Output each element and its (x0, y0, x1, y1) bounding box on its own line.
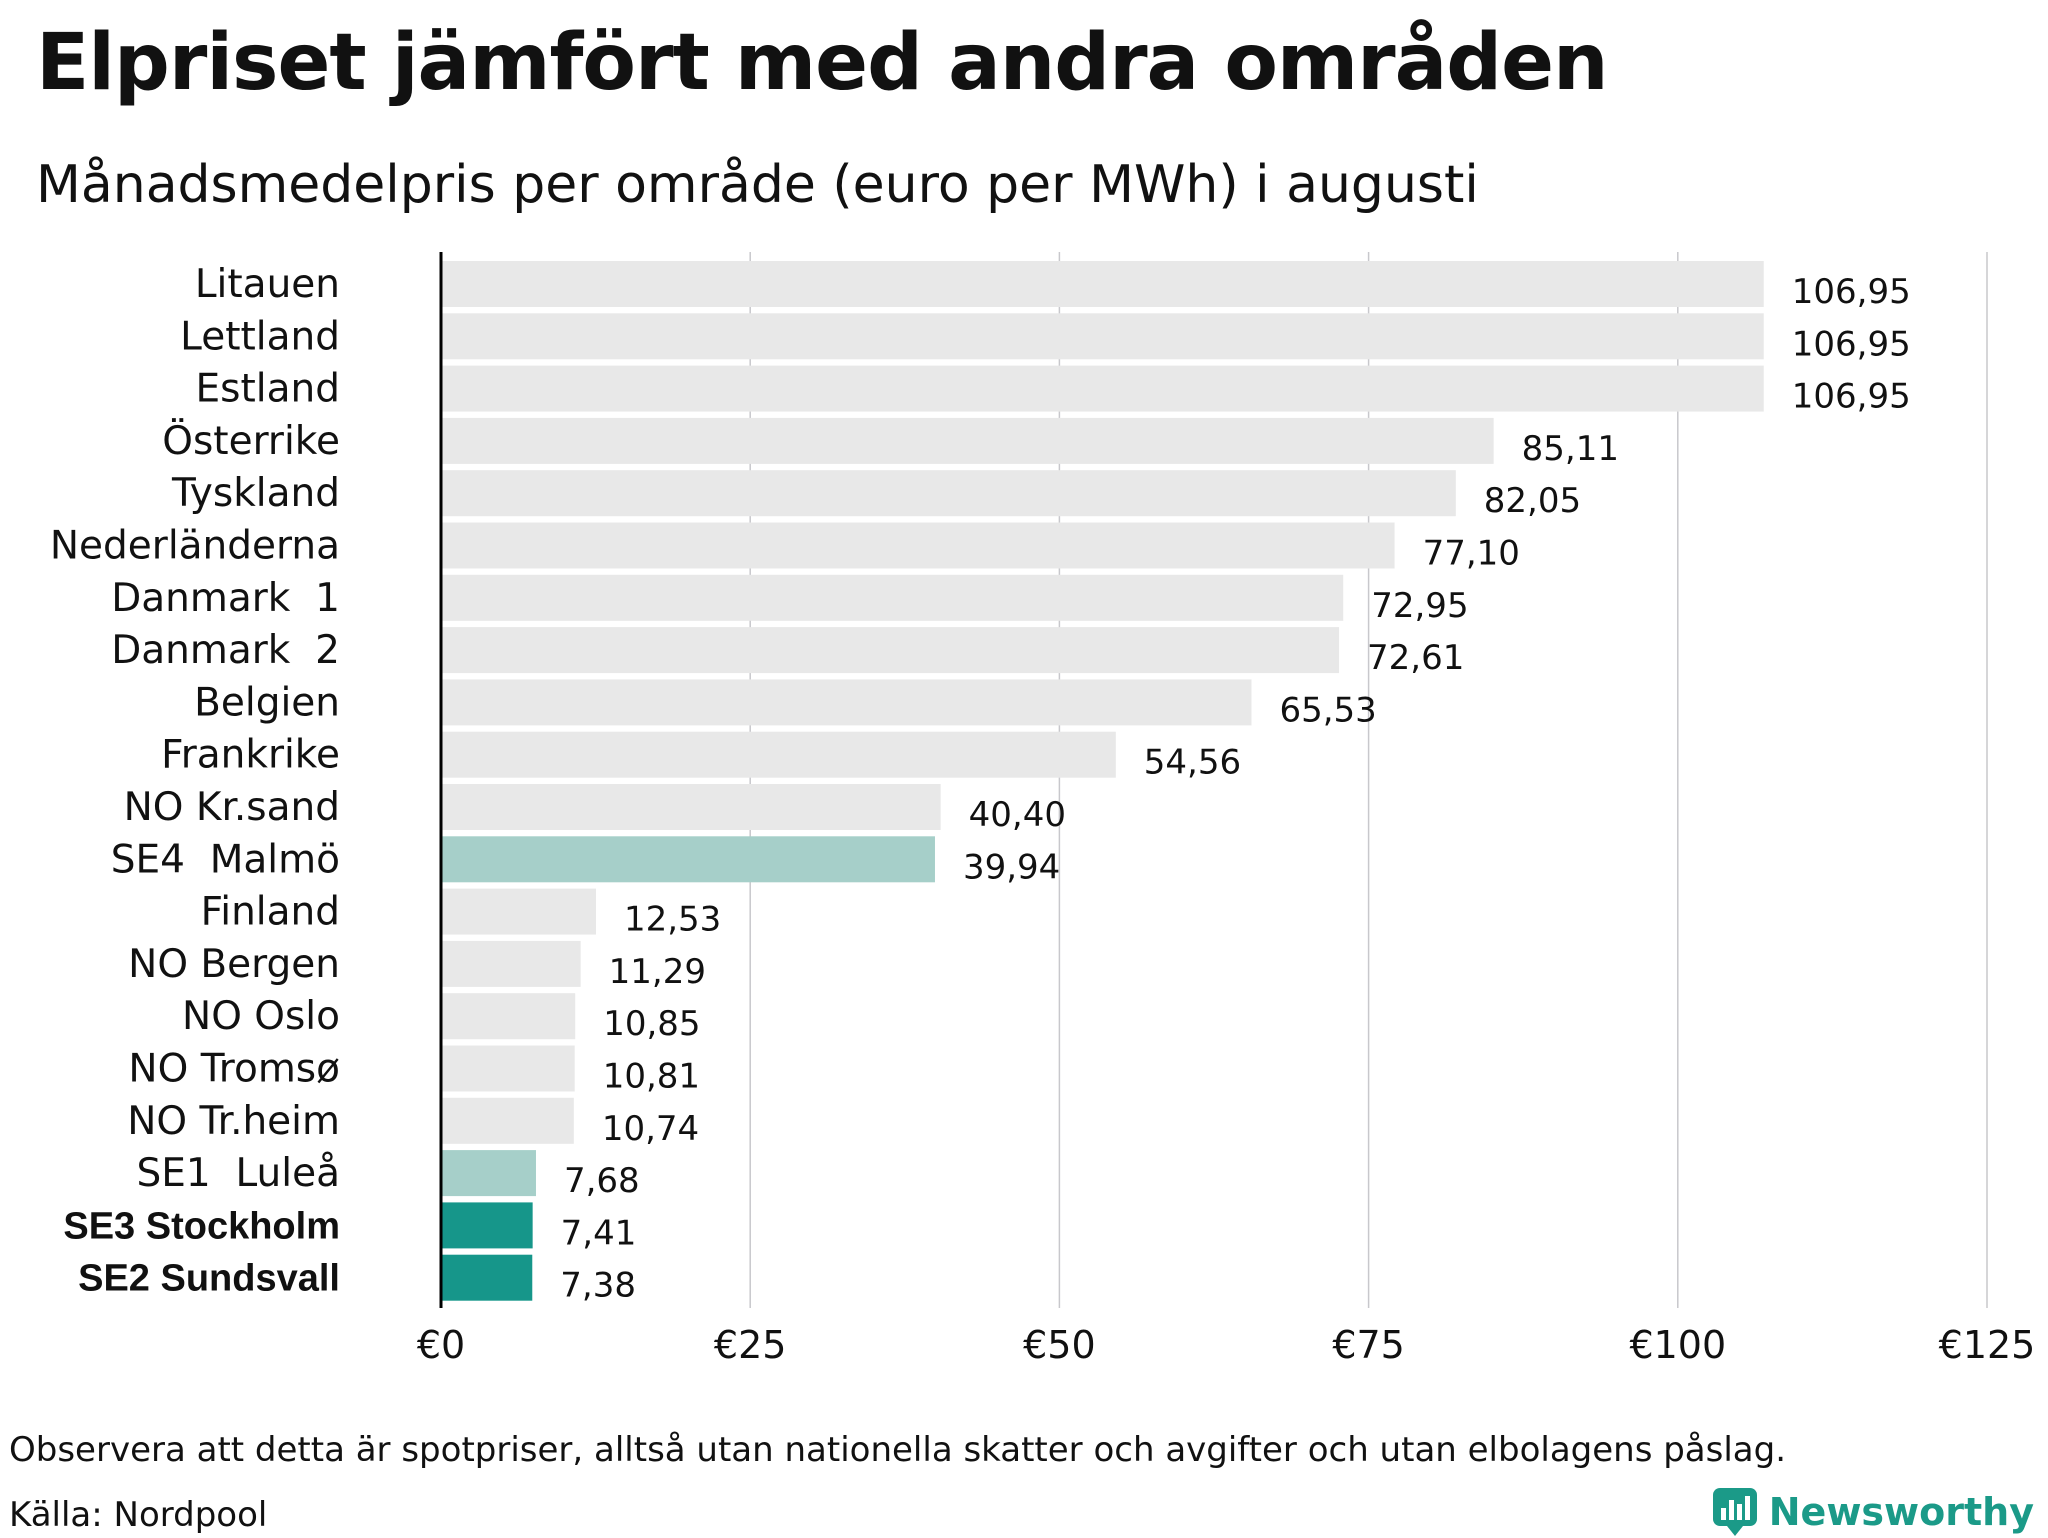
newsworthy-logo-icon (1712, 1488, 1757, 1536)
x-axis-ticks: €0 €25 €50 €75 €100 €125 (417, 1323, 2036, 1367)
value-label: 7,38 (560, 1266, 636, 1306)
bar (441, 940, 581, 987)
value-label: 10,81 (603, 1057, 700, 1097)
category-label: SE2 Sundsvall (78, 1258, 340, 1300)
bar (441, 1202, 533, 1249)
value-label: 65,53 (1279, 690, 1376, 730)
bar (441, 993, 576, 1040)
x-tick-label: €75 (1332, 1323, 1405, 1367)
value-label: 7,41 (561, 1213, 637, 1253)
x-tick-label: €50 (1023, 1323, 1096, 1367)
chart-subtitle: Månadsmedelpris per område (euro per MWh… (36, 155, 1479, 215)
value-label: 10,85 (603, 1004, 700, 1044)
category-label: NO Bergen (128, 942, 340, 987)
brand-name: Newsworthy (1768, 1490, 2034, 1534)
category-label: SE1 Luleå (137, 1151, 341, 1196)
footnote: Observera att detta är spotpriser, allts… (9, 1430, 1787, 1470)
bar (441, 836, 935, 883)
x-tick-label: €100 (1629, 1323, 1726, 1367)
value-label: 82,05 (1484, 481, 1581, 521)
category-label: Belgien (194, 680, 340, 725)
value-label: 54,56 (1144, 743, 1241, 783)
x-tick-label: €125 (1939, 1323, 2036, 1367)
category-labels: Litauen Lettland Estland Österrike Tyskland N… (50, 262, 340, 1300)
bar (441, 784, 941, 830)
bar (441, 470, 1456, 517)
source-note: Källa: Nordpool (9, 1495, 268, 1535)
bar (441, 313, 1764, 360)
bar (441, 627, 1340, 674)
x-tick-label: €25 (714, 1323, 787, 1367)
bar (441, 365, 1764, 412)
category-label: NO Kr.sand (124, 785, 340, 830)
category-label: Lettland (180, 314, 340, 359)
value-label: 106,95 (1792, 324, 1911, 364)
x-tick-label: €0 (417, 1323, 465, 1367)
category-label: Estland (196, 367, 340, 412)
category-label: Danmark 1 (111, 576, 340, 621)
category-label: Nederländerna (50, 524, 340, 569)
bar-chart: Litauen Lettland Estland Österrike Tyskland N… (50, 252, 2036, 1367)
value-label: 10,74 (602, 1109, 699, 1149)
value-label: 7,68 (564, 1161, 640, 1201)
bar (441, 888, 596, 935)
category-label: SE4 Malmö (111, 837, 340, 882)
brand-logo: Newsworthy (1711, 1486, 2034, 1538)
bar (441, 679, 1252, 726)
bars (441, 261, 1764, 1301)
bar (441, 1045, 575, 1092)
value-label: 72,95 (1371, 586, 1468, 626)
bar (441, 574, 1344, 621)
bar (441, 731, 1116, 778)
category-label: SE3 Stockholm (63, 1205, 340, 1247)
category-label: NO Tromsø (128, 1047, 340, 1092)
category-label: Finland (201, 890, 340, 935)
category-label: Litauen (195, 262, 340, 307)
value-labels: 106,95 106,95 106,95 85,11 82,05 77,10 72,95 72… (560, 272, 1910, 1306)
value-label: 85,11 (1522, 429, 1619, 469)
bar (441, 1150, 536, 1197)
category-label: NO Tr.heim (127, 1099, 340, 1144)
value-label: 40,40 (969, 795, 1066, 835)
chart-title: Elpriset jämfört med andra områden (36, 18, 1609, 108)
value-label: 12,53 (624, 900, 721, 940)
bar (441, 522, 1395, 569)
value-label: 77,10 (1423, 534, 1520, 574)
value-label: 39,94 (963, 847, 1060, 887)
category-label: NO Oslo (182, 994, 340, 1039)
value-label: 72,61 (1367, 638, 1464, 678)
category-label: Danmark 2 (111, 628, 340, 673)
bar (441, 417, 1494, 464)
bar (441, 261, 1764, 307)
category-label: Frankrike (161, 733, 340, 778)
bar (441, 1254, 533, 1301)
category-label: Österrike (162, 418, 340, 464)
value-label: 11,29 (609, 952, 706, 992)
bar (441, 1097, 574, 1144)
category-label: Tyskland (171, 471, 340, 516)
value-label: 106,95 (1792, 272, 1911, 312)
value-label: 106,95 (1792, 377, 1911, 417)
